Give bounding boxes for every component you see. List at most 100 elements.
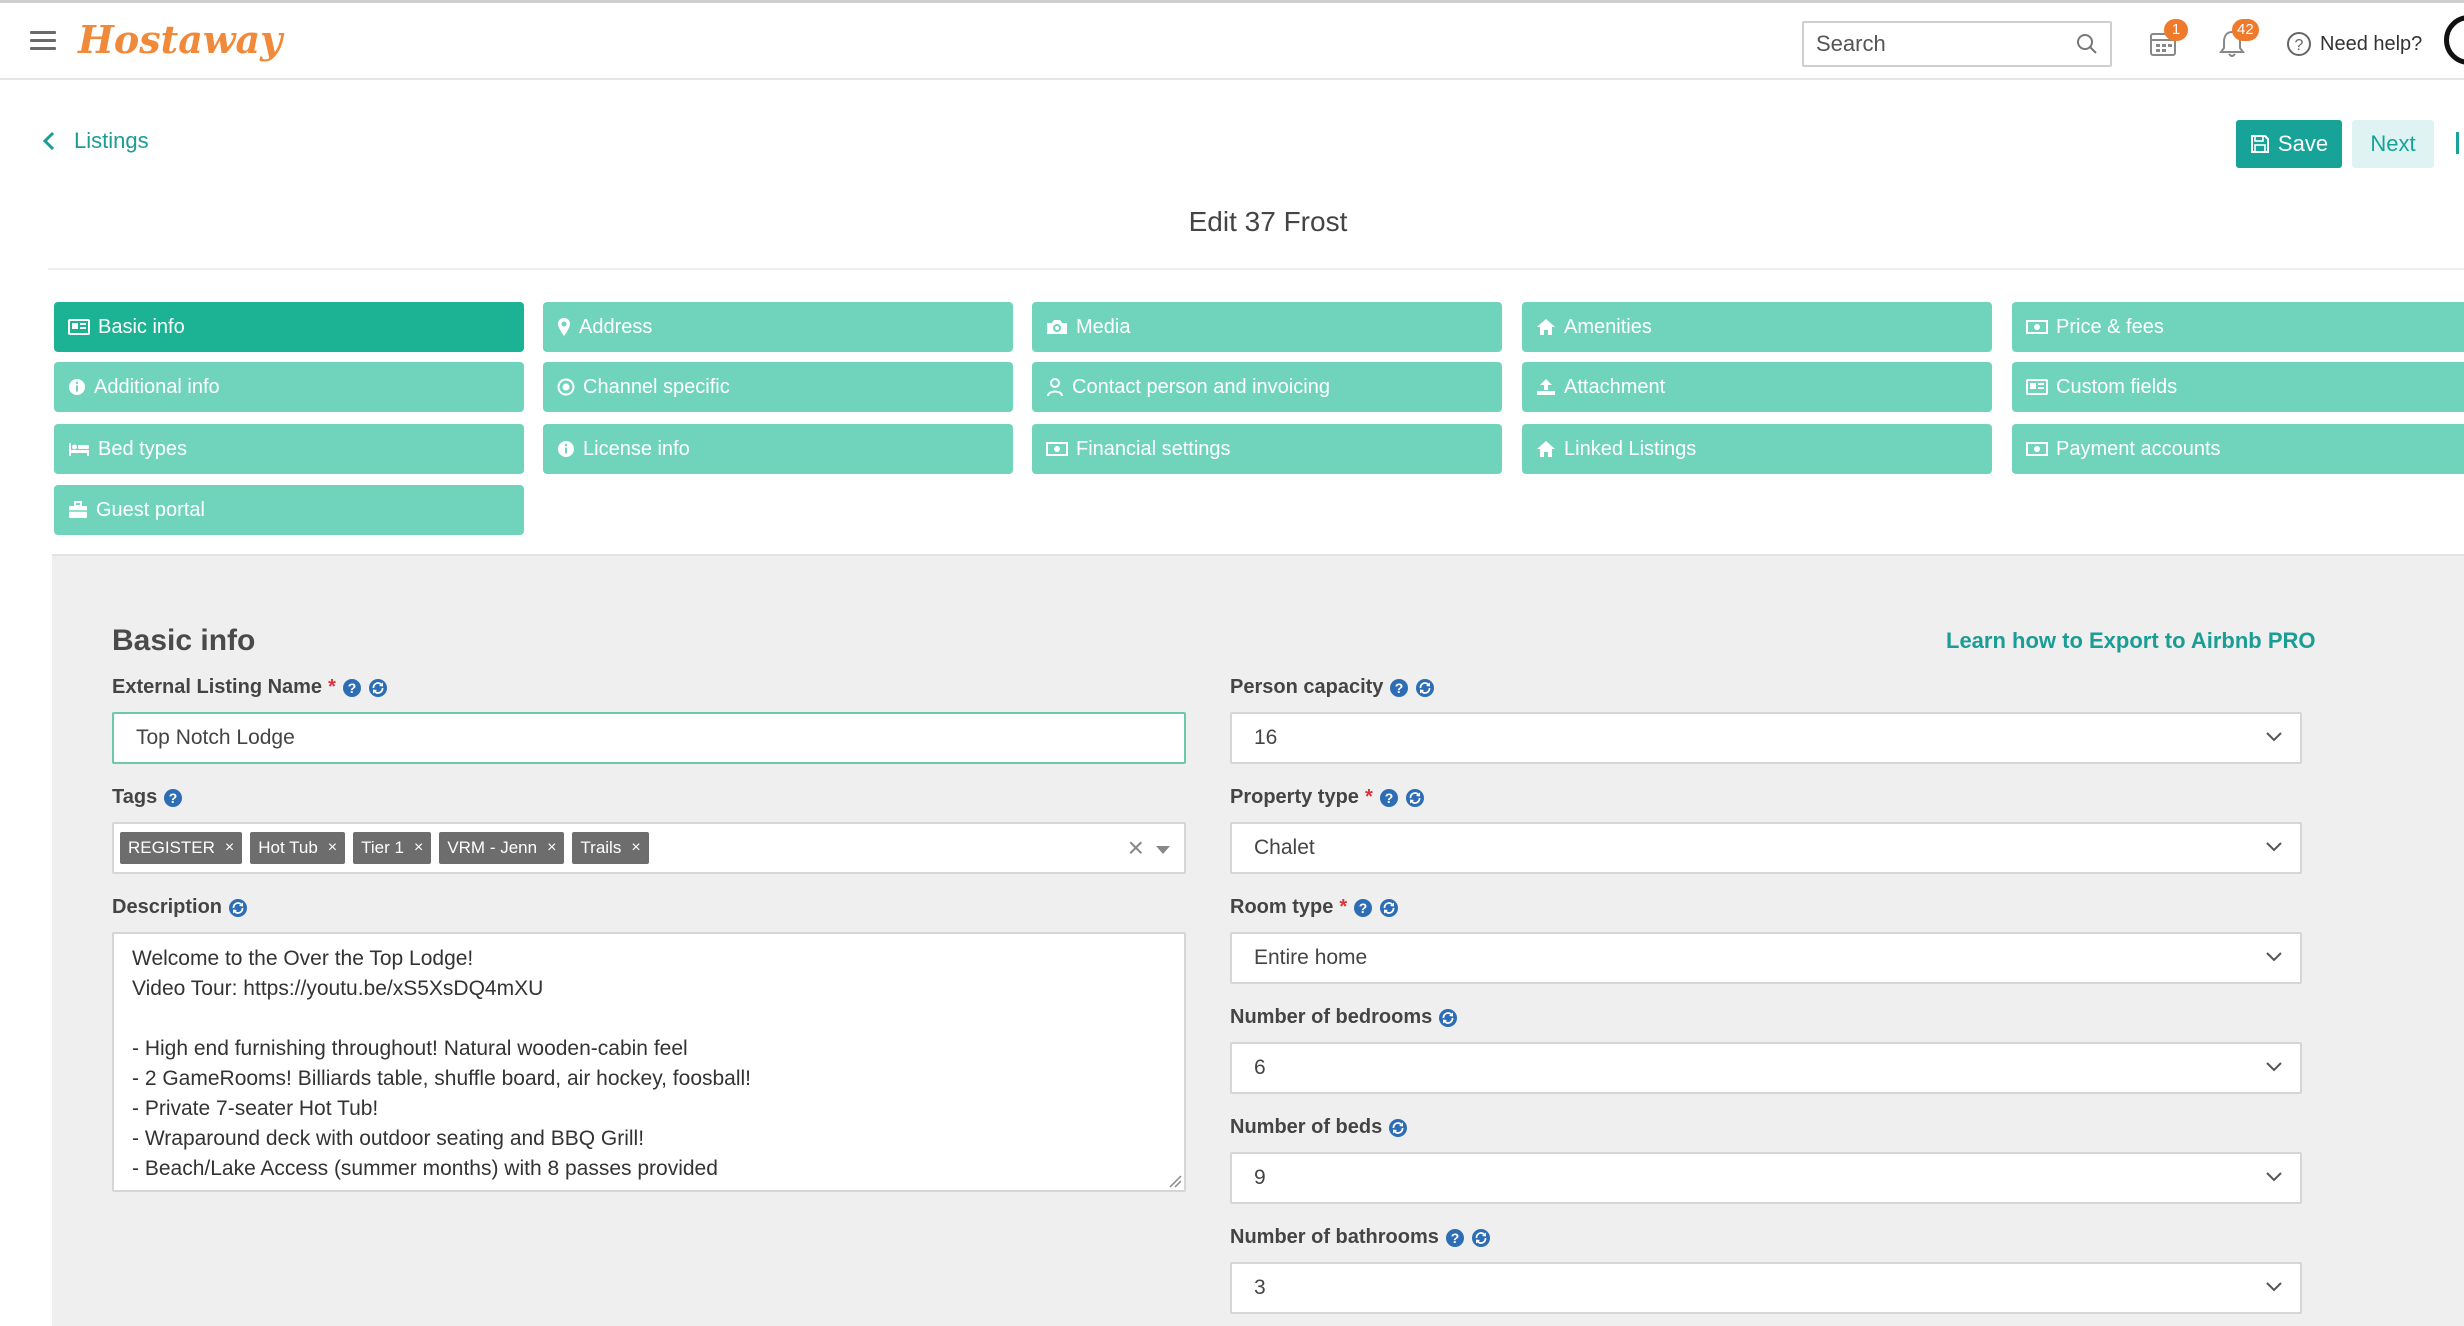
svg-text:?: ?: [1359, 900, 1368, 916]
tab-financial-settings[interactable]: Financial settings: [1032, 424, 1502, 474]
help-icon[interactable]: ?: [1389, 678, 1409, 698]
label-text: Number of beds: [1230, 1116, 1383, 1138]
tag-label: Trails: [580, 838, 622, 857]
back-to-listings-link[interactable]: Listings: [42, 128, 149, 154]
calendar-button[interactable]: 1: [2148, 19, 2188, 63]
svg-text:?: ?: [1384, 790, 1393, 806]
sync-icon[interactable]: [228, 898, 248, 918]
person-capacity-select[interactable]: 16: [1230, 712, 2302, 764]
tab-custom-fields[interactable]: Custom fields: [2012, 362, 2464, 412]
required-mark: *: [1339, 896, 1348, 918]
tab-label: Custom fields: [2056, 375, 2178, 398]
svg-text:?: ?: [1451, 1230, 1460, 1246]
next-button[interactable]: Next: [2352, 120, 2434, 168]
tag-chip: VRM - Jenn ×: [439, 832, 565, 864]
avatar[interactable]: [2444, 15, 2464, 65]
tab-linked-listings[interactable]: Linked Listings: [1522, 424, 1992, 474]
help-icon[interactable]: ?: [342, 678, 362, 698]
tab-media[interactable]: Media: [1032, 302, 1502, 352]
notifications-badge: 42: [2232, 19, 2259, 41]
label-text: Person capacity: [1230, 676, 1384, 698]
remove-tag-icon[interactable]: ×: [413, 839, 424, 856]
tag-label: Tier 1: [361, 838, 404, 857]
tab-additional-info[interactable]: Additional info: [54, 362, 524, 412]
menu-icon[interactable]: [30, 31, 56, 51]
tab-license-info[interactable]: License info: [543, 424, 1013, 474]
tab-label: Contact person and invoicing: [1072, 375, 1330, 398]
money-icon: [2026, 320, 2048, 334]
property-type-select[interactable]: Chalet: [1230, 822, 2302, 874]
resize-handle-icon[interactable]: [1168, 1174, 1182, 1188]
bathrooms-select[interactable]: 3: [1230, 1262, 2302, 1314]
help-link[interactable]: ? Need help?: [2286, 31, 2422, 57]
sync-icon[interactable]: [1388, 1118, 1408, 1138]
page-title: Edit 37 Frost: [1188, 206, 1348, 237]
search-icon[interactable]: [2076, 33, 2098, 55]
tab-bed-types[interactable]: Bed types: [54, 424, 524, 474]
clear-tags-icon[interactable]: ×: [1127, 832, 1144, 863]
sync-icon[interactable]: [1438, 1008, 1458, 1028]
help-icon[interactable]: ?: [1353, 898, 1373, 918]
help-icon[interactable]: ?: [1379, 788, 1399, 808]
tab-label: Attachment: [1564, 375, 1666, 398]
required-mark: *: [1364, 786, 1373, 808]
tab-amenities[interactable]: Amenities: [1522, 302, 1992, 352]
sync-icon[interactable]: [1405, 788, 1425, 808]
sync-icon[interactable]: [1471, 1228, 1491, 1248]
tab-label: Basic info: [98, 315, 185, 338]
notifications-button[interactable]: 42: [2218, 19, 2259, 63]
select-value: 6: [1254, 1056, 1266, 1079]
tab-address[interactable]: Address: [543, 302, 1013, 352]
sync-icon[interactable]: [1379, 898, 1399, 918]
export-airbnb-pro-link[interactable]: Learn how to Export to Airbnb PRO: [1946, 628, 2316, 653]
room-type-select[interactable]: Entire home: [1230, 932, 2302, 984]
remove-tag-icon[interactable]: ×: [224, 839, 235, 856]
required-mark: *: [328, 676, 336, 698]
tab-payment-accounts[interactable]: Payment accounts: [2012, 424, 2464, 474]
money-icon: [1046, 442, 1068, 456]
tab-label: Media: [1076, 315, 1131, 338]
tab-label: Guest portal: [96, 498, 205, 521]
tab-label: Address: [579, 315, 653, 338]
property-type-label: Property type * ?: [1230, 786, 1425, 809]
help-label: Need help?: [2320, 32, 2423, 55]
beds-label: Number of beds: [1230, 1116, 1408, 1139]
svg-text:?: ?: [1395, 680, 1404, 696]
tags-select[interactable]: REGISTER × Hot Tub × Tier 1 × VRM - Jenn × T…: [112, 822, 1186, 874]
tab-channel-specific[interactable]: Channel specific: [543, 362, 1013, 412]
bedrooms-select[interactable]: 6: [1230, 1042, 2302, 1094]
search-box[interactable]: [1802, 21, 2112, 67]
description-line: - 2 GameRooms! Billiards table, shuffle …: [132, 1067, 752, 1090]
sync-icon[interactable]: [1415, 678, 1435, 698]
label-text: Room type: [1230, 896, 1334, 918]
user-icon: [1047, 378, 1063, 397]
tab-price-fees[interactable]: Price & fees: [2012, 302, 2464, 352]
info-circle-icon: [558, 441, 574, 457]
help-icon[interactable]: ?: [163, 788, 183, 808]
tab-basic-info[interactable]: Basic info: [54, 302, 524, 352]
external-listing-name-input[interactable]: Top Notch Lodge: [112, 712, 1186, 764]
help-icon[interactable]: ?: [1445, 1228, 1465, 1248]
remove-tag-icon[interactable]: ×: [327, 839, 338, 856]
id-card-icon: [68, 319, 90, 335]
save-button[interactable]: Save: [2236, 120, 2342, 168]
tab-contact-person-invoicing[interactable]: Contact person and invoicing: [1032, 362, 1502, 412]
app-logo[interactable]: Hostaway: [78, 17, 283, 62]
caret-down-icon[interactable]: [1156, 846, 1170, 854]
search-input[interactable]: [1804, 23, 2064, 65]
description-line: - Wraparound deck with outdoor seating a…: [132, 1127, 645, 1150]
remove-tag-icon[interactable]: ×: [547, 839, 557, 856]
upload-icon: [1537, 379, 1555, 395]
select-value: Chalet: [1254, 836, 1315, 859]
home-icon: [1537, 319, 1555, 335]
sync-icon[interactable]: [368, 678, 388, 698]
chevron-down-icon: [2266, 1282, 2282, 1292]
tab-attachment[interactable]: Attachment: [1522, 362, 1992, 412]
label-text: Property type: [1230, 786, 1359, 808]
tab-guest-portal[interactable]: Guest portal: [54, 485, 524, 535]
beds-select[interactable]: 9: [1230, 1152, 2302, 1204]
description-textarea[interactable]: Welcome to the Over the Top Lodge! Video…: [112, 932, 1186, 1192]
tag-chip: Tier 1 ×: [353, 832, 432, 864]
remove-tag-icon[interactable]: ×: [631, 839, 641, 856]
back-label: Listings: [74, 128, 149, 153]
